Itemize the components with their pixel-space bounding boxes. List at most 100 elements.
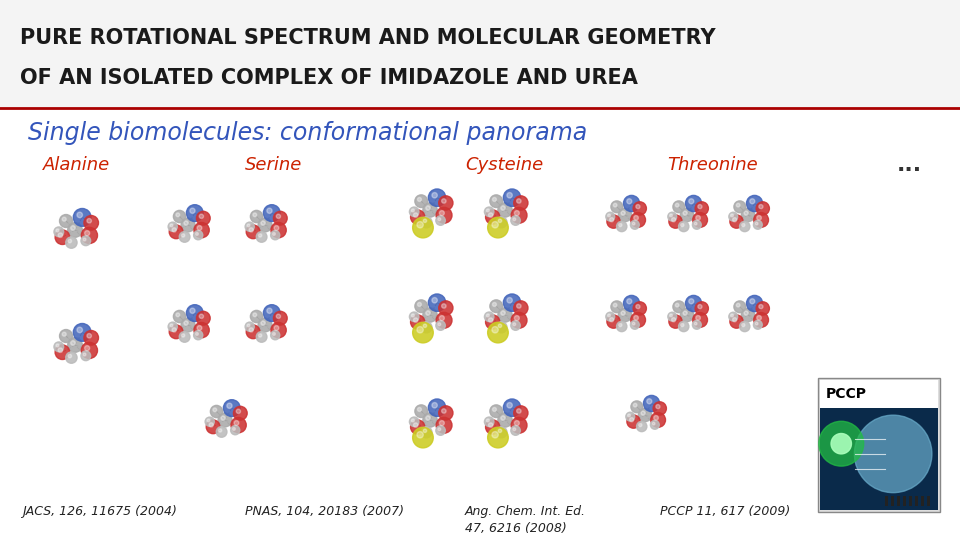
Circle shape [181, 318, 195, 332]
Circle shape [186, 205, 204, 221]
Circle shape [756, 222, 758, 225]
Circle shape [634, 215, 638, 220]
Circle shape [54, 342, 63, 352]
Circle shape [186, 305, 204, 321]
Circle shape [426, 311, 430, 315]
Circle shape [420, 217, 432, 228]
Circle shape [636, 421, 647, 431]
Circle shape [487, 314, 490, 317]
Circle shape [736, 303, 740, 307]
Circle shape [696, 215, 701, 220]
Circle shape [627, 299, 632, 304]
Circle shape [514, 196, 528, 210]
Circle shape [184, 321, 188, 325]
Circle shape [209, 423, 213, 427]
Circle shape [412, 209, 415, 212]
Circle shape [516, 199, 521, 203]
Circle shape [197, 211, 210, 225]
Circle shape [831, 434, 852, 454]
Circle shape [633, 222, 635, 225]
Circle shape [514, 406, 528, 420]
Circle shape [498, 429, 502, 433]
Circle shape [417, 431, 423, 438]
Circle shape [168, 222, 178, 231]
Circle shape [501, 311, 505, 315]
Circle shape [55, 230, 70, 245]
Circle shape [438, 218, 441, 221]
Circle shape [692, 220, 701, 230]
Circle shape [258, 334, 262, 337]
Circle shape [511, 312, 527, 328]
Circle shape [82, 342, 98, 359]
Circle shape [651, 413, 665, 427]
Circle shape [503, 189, 520, 206]
Circle shape [65, 352, 77, 363]
Circle shape [65, 237, 77, 248]
Circle shape [515, 315, 519, 321]
Circle shape [492, 221, 498, 228]
Circle shape [675, 303, 679, 307]
Circle shape [59, 233, 62, 238]
Circle shape [485, 417, 493, 427]
Circle shape [694, 322, 697, 325]
Circle shape [258, 318, 272, 332]
Circle shape [503, 399, 520, 416]
Circle shape [485, 312, 493, 321]
Bar [820, 380, 938, 408]
Circle shape [413, 427, 433, 448]
Circle shape [84, 215, 99, 230]
Circle shape [756, 322, 758, 325]
Circle shape [169, 225, 183, 239]
Circle shape [688, 299, 694, 304]
Circle shape [733, 201, 746, 213]
Circle shape [60, 214, 73, 227]
Circle shape [744, 311, 748, 315]
Circle shape [631, 220, 639, 230]
Text: Threonine: Threonine [667, 156, 757, 174]
Circle shape [636, 305, 640, 309]
Circle shape [251, 310, 263, 322]
Circle shape [672, 218, 676, 222]
Circle shape [747, 295, 762, 312]
Circle shape [742, 224, 745, 227]
Circle shape [610, 218, 613, 222]
Circle shape [516, 409, 521, 413]
Circle shape [498, 308, 512, 322]
Circle shape [275, 326, 278, 330]
Circle shape [414, 423, 418, 427]
Circle shape [656, 404, 660, 409]
Circle shape [654, 416, 659, 420]
Circle shape [62, 332, 66, 336]
Circle shape [216, 427, 227, 437]
Circle shape [258, 234, 262, 237]
Circle shape [197, 312, 210, 325]
Circle shape [414, 213, 418, 217]
Circle shape [442, 409, 446, 413]
Circle shape [196, 333, 199, 335]
Circle shape [276, 314, 280, 319]
Circle shape [232, 428, 235, 430]
Circle shape [670, 314, 672, 317]
Circle shape [486, 210, 500, 224]
Circle shape [415, 195, 427, 207]
Circle shape [492, 302, 496, 306]
Circle shape [219, 429, 222, 432]
Circle shape [170, 324, 173, 327]
Circle shape [274, 312, 287, 325]
Circle shape [608, 214, 611, 217]
Circle shape [210, 406, 223, 417]
Circle shape [411, 315, 425, 329]
Circle shape [731, 214, 733, 217]
Circle shape [693, 313, 708, 327]
Circle shape [489, 318, 492, 322]
Circle shape [422, 308, 437, 322]
Circle shape [236, 409, 241, 414]
Circle shape [423, 429, 426, 433]
Circle shape [498, 413, 512, 427]
Circle shape [190, 308, 195, 313]
Bar [891, 496, 894, 506]
Circle shape [511, 417, 527, 433]
Text: PCCP: PCCP [826, 387, 867, 401]
Circle shape [432, 298, 438, 303]
Circle shape [440, 211, 444, 215]
